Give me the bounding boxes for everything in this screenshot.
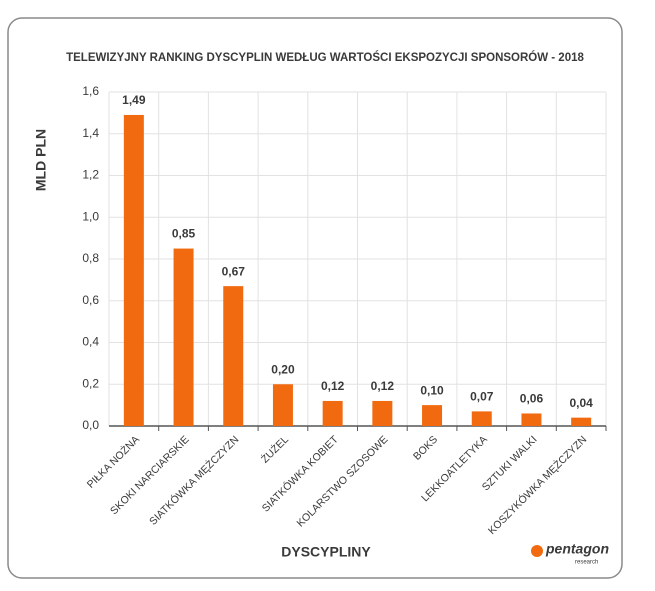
value-label: 0,20 [271, 362, 295, 376]
y-tick-label: 1,6 [82, 84, 99, 98]
logo-tagline: research [575, 560, 598, 566]
bar [123, 114, 144, 427]
y-tick-label: 0,4 [82, 335, 99, 349]
y-tick-label: 1,2 [82, 168, 99, 182]
bar [173, 248, 194, 426]
y-tick-label: 0,0 [82, 418, 99, 432]
y-tick-label: 1,4 [82, 126, 99, 140]
value-label: 0,12 [371, 379, 395, 393]
value-label: 0,85 [172, 227, 196, 241]
bar [571, 417, 592, 426]
y-tick-label: 0,6 [82, 293, 99, 307]
bar [272, 384, 293, 426]
bar [521, 413, 542, 426]
y-axis-label: MLD PLN [33, 129, 49, 191]
logo-icon [531, 545, 543, 557]
chart-frame [7, 17, 623, 579]
y-tick-label: 1,0 [82, 209, 99, 223]
y-tick-label: 0,8 [82, 251, 99, 265]
x-axis-label: DYSCYPLINY [281, 544, 371, 560]
value-label: 0,67 [222, 264, 246, 278]
bar [471, 411, 492, 426]
bar [223, 286, 244, 426]
chart-title: TELEWIZYJNY RANKING DYSCYPLIN WEDŁUG WAR… [66, 51, 584, 64]
value-label: 0,06 [520, 392, 544, 406]
bar [322, 400, 343, 426]
value-label: 0,10 [420, 383, 444, 397]
value-label: 0,07 [470, 390, 494, 404]
y-tick-label: 0,2 [82, 376, 99, 390]
value-label: 0,04 [569, 396, 593, 410]
bar [372, 400, 393, 426]
value-label: 1,49 [122, 93, 146, 107]
value-label: 0,12 [321, 379, 345, 393]
logo-name: pentagon [545, 541, 609, 557]
bar [422, 405, 443, 426]
